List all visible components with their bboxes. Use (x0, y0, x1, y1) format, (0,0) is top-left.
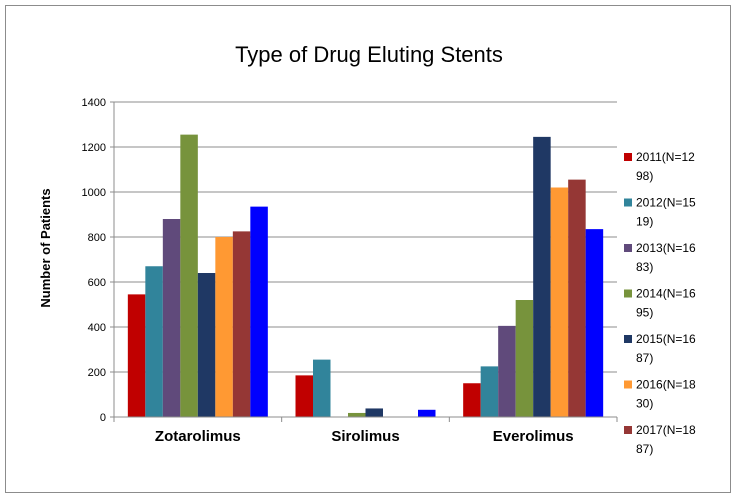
y-tick-label: 1000 (82, 187, 106, 199)
axes: 0 200 400 600 800 1000 1200 1400 Zotarolimus Siro… (82, 97, 618, 445)
bar-1-3 (162, 219, 181, 417)
bar-1-1 (127, 294, 146, 417)
bar-3-7 (568, 179, 586, 417)
bar-3-8 (585, 229, 604, 417)
legend-label: 2013(N=16 (636, 241, 696, 255)
bar-2-5 (365, 408, 383, 417)
bar-3-2 (480, 366, 499, 417)
bar-2-1 (295, 375, 313, 417)
bar-2-8 (418, 409, 436, 417)
bar-1-2 (145, 266, 163, 417)
category-label: Everolimus (493, 428, 574, 445)
legend-label: 19) (636, 215, 653, 229)
bar-2-4 (348, 412, 366, 417)
bar-2-2 (313, 359, 331, 417)
legend-label: 30) (636, 397, 653, 411)
y-tick-label: 1400 (82, 97, 106, 109)
legend-label: 2011(N=12 (636, 150, 695, 164)
bar-3-4 (515, 300, 534, 417)
legend: 2011(N=12 98) 2012(N=15 19) 2013(N=16 83) 2014… (624, 150, 696, 456)
legend-label: 2015(N=16 (636, 332, 696, 346)
legend-label: 2017(N=18 (636, 423, 696, 437)
bar-1-5 (197, 273, 216, 417)
y-tick-label: 0 (100, 412, 106, 424)
legend-label: 87) (636, 351, 653, 365)
legend-swatch (624, 244, 632, 252)
y-axis-label: Number of Patients (38, 188, 53, 307)
y-tick-label: 800 (88, 232, 106, 244)
legend-label: 98) (636, 169, 653, 183)
bars (127, 134, 604, 417)
bar-3-1 (463, 383, 481, 417)
bar-3-6 (550, 187, 569, 417)
legend-swatch (624, 289, 632, 298)
legend-label: 2016(N=18 (636, 378, 696, 392)
legend-swatch (624, 153, 632, 161)
chart-frame: Type of Drug Eluting Stents Number of Pa… (5, 5, 731, 493)
legend-label: 2012(N=15 (636, 196, 696, 210)
bar-3-5 (533, 136, 551, 417)
bar-3-3 (498, 325, 516, 417)
legend-swatch (624, 198, 632, 207)
bar-1-6 (215, 237, 233, 417)
legend-label: 83) (636, 260, 653, 274)
category-label: Zotarolimus (155, 428, 241, 445)
legend-label: 95) (636, 306, 653, 320)
bar-1-4 (180, 134, 198, 417)
legend-swatch (624, 335, 632, 343)
category-label: Sirolimus (331, 428, 399, 445)
bar-chart: Type of Drug Eluting Stents Number of Pa… (38, 42, 696, 456)
chart-title: Type of Drug Eluting Stents (235, 42, 503, 67)
legend-swatch (624, 380, 632, 389)
bar-1-7 (232, 231, 251, 417)
y-tick-label: 1200 (82, 142, 106, 154)
legend-label: 2014(N=16 (636, 287, 696, 301)
bar-1-8 (250, 206, 268, 417)
y-tick-label: 200 (88, 367, 106, 379)
y-tick-label: 600 (88, 277, 106, 289)
legend-swatch (624, 426, 632, 434)
y-tick-label: 400 (88, 322, 106, 334)
legend-label: 87) (636, 442, 653, 456)
